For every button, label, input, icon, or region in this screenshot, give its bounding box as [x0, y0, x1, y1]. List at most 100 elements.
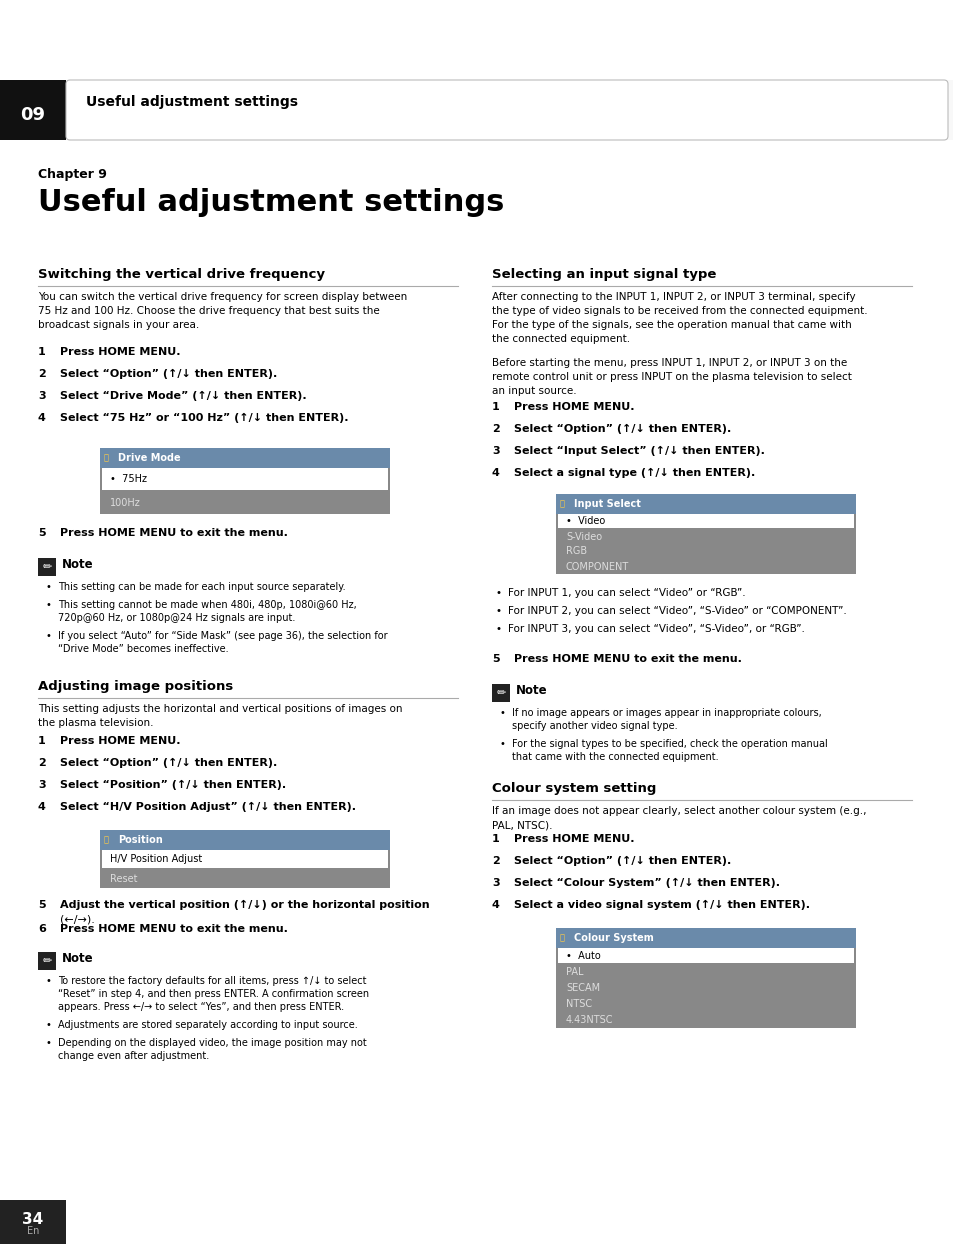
Text: PAL: PAL — [565, 967, 583, 977]
Text: 100Hz: 100Hz — [110, 498, 141, 508]
FancyBboxPatch shape — [66, 80, 947, 141]
Text: Before starting the menu, press INPUT 1, INPUT 2, or INPUT 3 on the: Before starting the menu, press INPUT 1,… — [492, 358, 846, 368]
Text: •: • — [46, 582, 51, 592]
Text: 1: 1 — [38, 736, 46, 746]
Text: 1: 1 — [492, 402, 499, 412]
Text: Adjustments are stored separately according to input source.: Adjustments are stored separately accord… — [58, 1020, 357, 1030]
Text: NTSC: NTSC — [565, 999, 592, 1009]
Bar — [0, 80, 953, 141]
Text: Select “75 Hz” or “100 Hz” (↑/↓ then ENTER).: Select “75 Hz” or “100 Hz” (↑/↓ then ENT… — [60, 413, 348, 423]
Text: “Drive Mode” becomes ineffective.: “Drive Mode” becomes ineffective. — [58, 644, 229, 654]
Text: Reset: Reset — [110, 873, 137, 883]
Text: 5: 5 — [38, 899, 46, 911]
Text: •: • — [46, 1020, 51, 1030]
Text: Select a signal type (↑/↓ then ENTER).: Select a signal type (↑/↓ then ENTER). — [514, 468, 755, 478]
Text: PAL, NTSC).: PAL, NTSC). — [492, 820, 552, 830]
Text: Select “Option” (↑/↓ then ENTER).: Select “Option” (↑/↓ then ENTER). — [60, 369, 277, 379]
Text: Useful adjustment settings: Useful adjustment settings — [38, 188, 504, 216]
Text: 09: 09 — [20, 106, 46, 124]
Text: •: • — [499, 739, 505, 749]
Bar — [556, 494, 855, 514]
Text: •: • — [46, 977, 51, 986]
Bar — [556, 928, 855, 948]
Bar — [100, 448, 390, 514]
Text: “Reset” in step 4, and then press ENTER. A confirmation screen: “Reset” in step 4, and then press ENTER.… — [58, 989, 369, 999]
Text: SECAM: SECAM — [565, 983, 599, 993]
Text: If no image appears or images appear in inappropriate colours,: If no image appears or images appear in … — [512, 708, 821, 718]
Text: 3: 3 — [492, 878, 499, 888]
Text: For the signal types to be specified, check the operation manual: For the signal types to be specified, ch… — [512, 739, 827, 749]
Text: 5: 5 — [492, 654, 499, 664]
Text: 1: 1 — [38, 347, 46, 357]
Text: For INPUT 1, you can select “Video” or “RGB”.: For INPUT 1, you can select “Video” or “… — [507, 588, 745, 598]
Text: •: • — [46, 631, 51, 641]
Bar — [558, 948, 853, 963]
Text: •: • — [499, 708, 505, 718]
Text: To restore the factory defaults for all items, press ↑/↓ to select: To restore the factory defaults for all … — [58, 977, 366, 986]
Text: If you select “Auto” for “Side Mask” (see page 36), the selection for: If you select “Auto” for “Side Mask” (se… — [58, 631, 387, 641]
Text: COMPONENT: COMPONENT — [565, 561, 629, 571]
Text: ✏: ✏ — [42, 562, 51, 572]
Text: 34: 34 — [22, 1212, 44, 1227]
Text: the plasma television.: the plasma television. — [38, 718, 153, 728]
Text: Colour System: Colour System — [574, 933, 653, 943]
Bar — [38, 559, 56, 576]
Text: •  Video: • Video — [565, 516, 604, 526]
Bar — [0, 1200, 66, 1244]
Text: Adjusting image positions: Adjusting image positions — [38, 680, 233, 693]
Text: 1: 1 — [492, 833, 499, 843]
Text: 3: 3 — [38, 780, 46, 790]
Text: H/V Position Adjust: H/V Position Adjust — [110, 855, 202, 865]
Bar — [0, 80, 66, 141]
Text: Input Select: Input Select — [574, 499, 640, 509]
Text: 2: 2 — [492, 424, 499, 434]
Text: Press HOME MENU.: Press HOME MENU. — [60, 736, 180, 746]
Text: S-Video: S-Video — [565, 531, 601, 541]
Text: 4: 4 — [38, 802, 46, 812]
Text: This setting adjusts the horizontal and vertical positions of images on: This setting adjusts the horizontal and … — [38, 704, 402, 714]
Text: 4.43NTSC: 4.43NTSC — [565, 1015, 613, 1025]
Text: the type of video signals to be received from the connected equipment.: the type of video signals to be received… — [492, 306, 866, 316]
Text: ⛶: ⛶ — [104, 454, 109, 463]
Text: 5: 5 — [38, 527, 46, 537]
Text: •  Auto: • Auto — [565, 950, 600, 962]
Text: an input source.: an input source. — [492, 386, 576, 396]
Text: broadcast signals in your area.: broadcast signals in your area. — [38, 320, 199, 330]
Text: En: En — [27, 1227, 39, 1237]
Text: Drive Mode: Drive Mode — [118, 453, 180, 463]
Text: Colour system setting: Colour system setting — [492, 782, 656, 795]
Text: ✏: ✏ — [42, 955, 51, 967]
Text: Press HOME MENU to exit the menu.: Press HOME MENU to exit the menu. — [514, 654, 741, 664]
Text: specify another video signal type.: specify another video signal type. — [512, 722, 677, 731]
Text: 4: 4 — [492, 468, 499, 478]
Text: This setting cannot be made when 480i, 480p, 1080i@60 Hz,: This setting cannot be made when 480i, 4… — [58, 600, 356, 610]
Text: Switching the vertical drive frequency: Switching the vertical drive frequency — [38, 267, 325, 281]
Text: 3: 3 — [38, 391, 46, 401]
Bar — [102, 468, 388, 490]
Text: Select a video signal system (↑/↓ then ENTER).: Select a video signal system (↑/↓ then E… — [514, 899, 809, 911]
Text: Select “Input Select” (↑/↓ then ENTER).: Select “Input Select” (↑/↓ then ENTER). — [514, 447, 764, 457]
Text: 3: 3 — [492, 447, 499, 457]
Text: •: • — [46, 1037, 51, 1047]
Text: •: • — [496, 588, 501, 598]
Bar — [556, 928, 855, 1028]
Text: 6: 6 — [38, 924, 46, 934]
Text: remote control unit or press INPUT on the plasma television to select: remote control unit or press INPUT on th… — [492, 372, 851, 382]
Text: 75 Hz and 100 Hz. Choose the drive frequency that best suits the: 75 Hz and 100 Hz. Choose the drive frequ… — [38, 306, 379, 316]
Bar — [100, 830, 390, 850]
Text: Select “Position” (↑/↓ then ENTER).: Select “Position” (↑/↓ then ENTER). — [60, 780, 286, 790]
Text: For INPUT 3, you can select “Video”, “S-Video”, or “RGB”.: For INPUT 3, you can select “Video”, “S-… — [507, 624, 804, 634]
Text: •: • — [496, 606, 501, 616]
Text: For the type of the signals, see the operation manual that came with: For the type of the signals, see the ope… — [492, 320, 851, 330]
Text: 2: 2 — [38, 369, 46, 379]
Text: change even after adjustment.: change even after adjustment. — [58, 1051, 209, 1061]
Text: Depending on the displayed video, the image position may not: Depending on the displayed video, the im… — [58, 1037, 366, 1047]
Text: •  75Hz: • 75Hz — [110, 474, 147, 484]
Bar — [558, 514, 853, 527]
Text: 2: 2 — [492, 856, 499, 866]
Text: Press HOME MENU to exit the menu.: Press HOME MENU to exit the menu. — [60, 924, 288, 934]
Text: You can switch the vertical drive frequency for screen display between: You can switch the vertical drive freque… — [38, 292, 407, 302]
Text: (←/→).: (←/→). — [60, 914, 94, 924]
Text: Press HOME MENU.: Press HOME MENU. — [514, 402, 634, 412]
Text: Chapter 9: Chapter 9 — [38, 168, 107, 180]
